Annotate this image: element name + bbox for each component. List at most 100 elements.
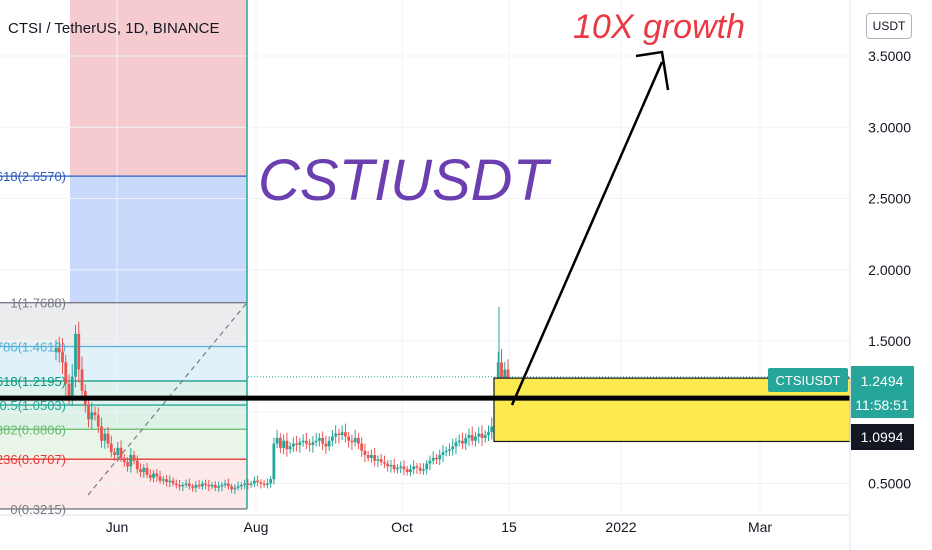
candle-body <box>100 426 103 441</box>
currency-button[interactable]: USDT <box>866 13 912 39</box>
candle-body <box>174 483 178 485</box>
cstiusdt-annotation: CSTIUSDT <box>258 148 552 213</box>
candle-body <box>278 437 282 448</box>
candle-body <box>444 450 448 453</box>
last-price-value: 1.2494 <box>861 373 904 389</box>
candle-body <box>106 433 110 444</box>
candle-body <box>168 480 172 483</box>
candle-body <box>217 486 220 488</box>
candle-body <box>373 455 377 461</box>
candle-body <box>210 484 214 487</box>
candle-body <box>308 443 312 446</box>
candle-body <box>70 376 74 398</box>
candle-body <box>487 432 490 436</box>
fib-band <box>0 405 247 430</box>
chart-title: CTSI / TetherUS, 1D, BINANCE <box>8 20 220 37</box>
candle-body <box>122 457 126 463</box>
candle-body <box>353 437 357 443</box>
candle-body <box>402 466 406 470</box>
candle-body <box>405 469 409 473</box>
fib-level-label: 0.618(1.2195) <box>0 374 66 389</box>
candle-body <box>135 460 139 470</box>
y-tick-label: 2.0000 <box>868 262 911 278</box>
candle-body <box>500 362 503 391</box>
candle-body <box>379 459 383 463</box>
candle-body <box>116 447 120 455</box>
candle-body <box>187 483 191 487</box>
candle-body <box>461 440 464 444</box>
candle-body <box>132 455 136 461</box>
candle-body <box>233 487 237 490</box>
candle-body <box>399 466 403 468</box>
candle-body <box>386 463 390 467</box>
candle-body <box>246 483 250 485</box>
candle-body <box>415 466 419 468</box>
candle-body <box>158 476 162 481</box>
candle-body <box>155 473 159 477</box>
candle-body <box>295 443 299 446</box>
candle-body <box>249 483 253 485</box>
candle-body <box>54 348 58 353</box>
candle-body <box>282 440 286 448</box>
growth-arrow <box>510 61 664 406</box>
fib-band <box>0 380 247 406</box>
growth-annotation: 10X growth <box>573 8 745 46</box>
candle-body <box>129 455 133 467</box>
fib-band <box>0 346 247 381</box>
candle-body <box>366 455 370 458</box>
countdown-value: 11:58:51 <box>855 397 909 413</box>
candle-body <box>464 437 468 444</box>
y-tick-label: 1.5000 <box>868 333 911 349</box>
candle-body <box>396 467 399 470</box>
candle-body <box>285 440 289 450</box>
candle-body <box>256 480 260 483</box>
level-price-tag <box>851 424 914 450</box>
fib-trend-line <box>87 302 248 496</box>
candle-body <box>109 443 113 453</box>
candle-body <box>191 486 194 488</box>
candle-body <box>363 450 367 455</box>
y-tick-label: 0.5000 <box>868 476 911 492</box>
candle-body <box>438 455 442 460</box>
candle-body <box>357 437 360 444</box>
candle-body <box>334 433 338 437</box>
candle-body <box>360 443 364 451</box>
candle-body <box>171 480 175 484</box>
candle-body <box>441 452 445 455</box>
candle-body <box>435 457 438 460</box>
candle-body <box>252 480 256 484</box>
candle-body <box>317 437 321 441</box>
x-tick-label: 2022 <box>605 519 636 535</box>
candle-body <box>331 436 334 441</box>
candle-body <box>324 443 328 447</box>
candle-body <box>457 440 461 443</box>
candle-body <box>304 440 308 444</box>
x-tick-label: 15 <box>501 519 517 535</box>
candle-body <box>226 483 230 487</box>
fib-band <box>0 429 247 460</box>
candle-body <box>259 482 263 484</box>
candle-body <box>467 435 471 438</box>
candle-body <box>347 436 351 441</box>
candle-body <box>428 460 432 464</box>
candle-body <box>204 483 207 485</box>
candle-body <box>145 467 149 475</box>
candle-body <box>409 469 412 473</box>
candle-body <box>321 437 325 444</box>
x-tick-label: Jun <box>106 519 129 535</box>
candle-body <box>178 484 181 487</box>
candle-body <box>165 479 168 483</box>
candle-body <box>161 479 165 481</box>
candle-body <box>64 362 68 384</box>
candle-body <box>448 449 451 451</box>
fib-level-label: 0.236(0.6707) <box>0 452 66 467</box>
candle-body <box>126 462 129 467</box>
candle-body <box>87 405 90 420</box>
candle-body <box>340 432 344 436</box>
candle-body <box>477 433 481 437</box>
candle-body <box>220 484 224 487</box>
candle-body <box>275 437 279 444</box>
candle-body <box>470 435 474 441</box>
candle-body <box>272 443 276 480</box>
